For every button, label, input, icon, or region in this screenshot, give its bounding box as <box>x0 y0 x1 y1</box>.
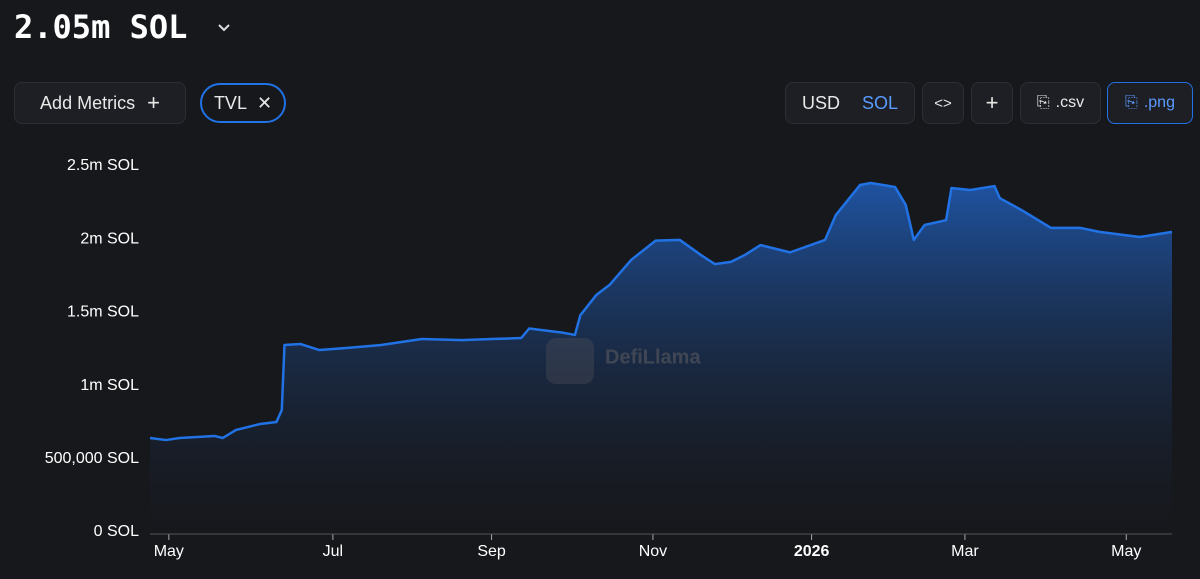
add-metrics-button[interactable]: Add Metrics + <box>14 82 186 124</box>
y-tick-label: 500,000 SOL <box>45 450 139 467</box>
file-icon: ⎘ <box>1125 94 1138 111</box>
watermark: DefiLlama <box>605 346 701 368</box>
sol-option[interactable]: SOL <box>861 92 899 113</box>
usd-option[interactable]: USD <box>801 92 840 113</box>
close-icon[interactable]: ✕ <box>256 92 273 113</box>
x-tick-label: Sep <box>477 543 506 560</box>
x-tick-label: Nov <box>639 543 667 560</box>
embed-button[interactable]: <> <box>922 82 964 124</box>
watermark-logo <box>546 338 594 384</box>
x-tick-label: Mar <box>951 543 979 560</box>
x-tick-label: May <box>154 543 184 560</box>
csv-button[interactable]: ⎘ .csv <box>1020 82 1101 124</box>
x-tick-label: May <box>1111 543 1141 560</box>
add-button[interactable]: + <box>971 82 1013 124</box>
metric-chip-label: TVL <box>213 92 247 113</box>
png-label: .png <box>1143 94 1175 111</box>
file-icon: ⎘ <box>1036 94 1050 111</box>
line <box>149 181 1173 442</box>
currency-toggle: USD SOL <box>785 82 915 124</box>
y-tick-label: 1.5m SOL <box>67 304 139 321</box>
y-tick-label: 1m SOL <box>80 377 139 394</box>
header-title: 2.05m SOL <box>14 8 188 46</box>
y-tick-label: 2m SOL <box>80 230 139 247</box>
chevron[interactable] <box>216 20 232 36</box>
csv-label: .csv <box>1055 94 1085 111</box>
x-tick-label: 2026 <box>794 543 830 560</box>
add-metrics-label: Add Metrics <box>40 92 136 113</box>
plus-icon: + <box>147 90 160 115</box>
y-tick-label: 0 SOL <box>94 523 139 540</box>
y-tick-label: 2.5m SOL <box>67 157 139 174</box>
png-button[interactable]: ⎘ .png <box>1107 82 1193 124</box>
area <box>150 182 1172 532</box>
metric-chip[interactable]: TVL ✕ <box>200 83 286 123</box>
x-tick-label: Jul <box>323 543 343 560</box>
